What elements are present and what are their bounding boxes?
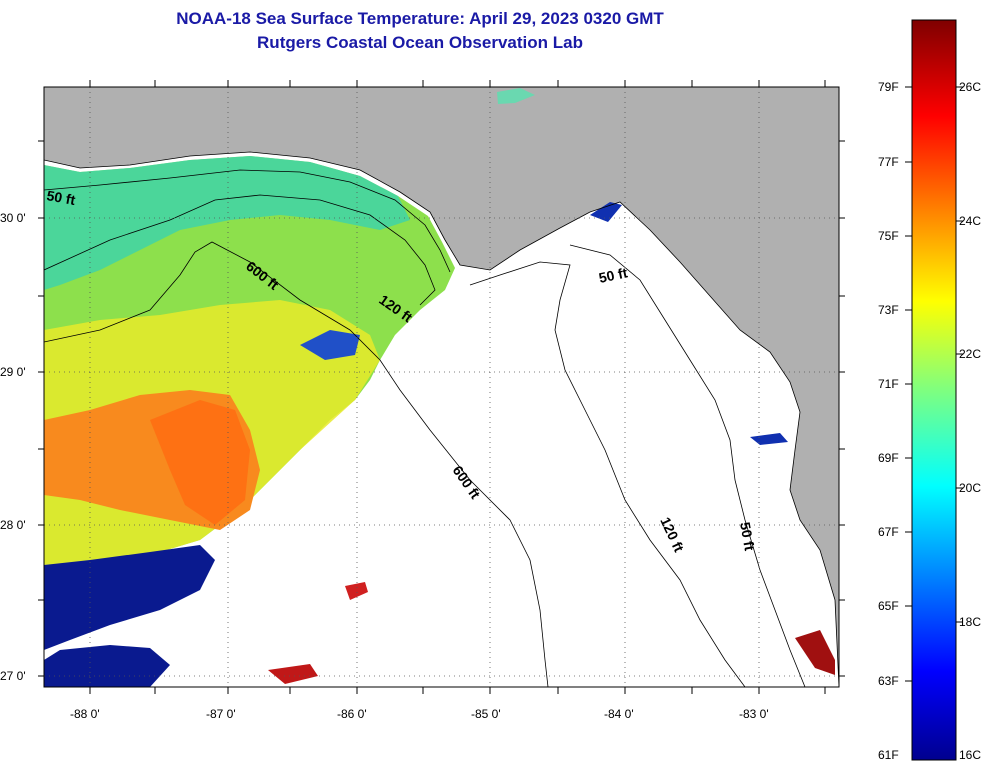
map-frame — [43, 86, 840, 688]
legend-c: 16C — [959, 748, 982, 762]
sst-warm-patch — [795, 630, 835, 675]
sst-cold-patch — [44, 545, 215, 650]
lat-label: 30 0' — [0, 211, 26, 225]
colorbar — [911, 19, 957, 761]
contour-120ft-east — [469, 261, 746, 687]
legend-c: 20C — [959, 481, 982, 495]
lat-label: 27 0' — [0, 669, 26, 683]
legend-f: 67F — [878, 525, 899, 539]
legend-c: 22C — [959, 347, 982, 361]
legend-f: 75F — [878, 229, 899, 243]
legend-f: 63F — [878, 674, 899, 688]
contour-label: 50 ft — [737, 521, 758, 552]
legend-c: 24C — [959, 214, 982, 228]
sst-orange-core-2 — [150, 400, 250, 525]
legend-c: 26C — [959, 80, 982, 94]
lon-label: -86 0' — [337, 707, 367, 721]
lon-label: -85 0' — [471, 707, 501, 721]
contour-label: 50 ft — [597, 264, 629, 286]
map-subtitle: Rutgers Coastal Ocean Observation Lab — [257, 33, 583, 52]
contour-120ft-west — [44, 194, 436, 306]
legend-c: 18C — [959, 615, 982, 629]
map-title: NOAA-18 Sea Surface Temperature: April 2… — [176, 9, 664, 28]
lat-label: 28 0' — [0, 518, 26, 532]
lon-label: -87 0' — [206, 707, 236, 721]
sst-nearshore-cool — [44, 156, 410, 290]
lon-label: -84 0' — [604, 707, 634, 721]
contour-50ft-west — [44, 169, 451, 273]
sst-cold-patch-3 — [300, 330, 360, 360]
legend-f: 77F — [878, 155, 899, 169]
legend-f: 71F — [878, 377, 899, 391]
coastline — [44, 151, 839, 687]
legend-f: 61F — [878, 748, 899, 762]
sst-cold-patch-4 — [590, 202, 622, 222]
lon-label: -83 0' — [739, 707, 769, 721]
sst-lake-patch — [497, 88, 535, 104]
sst-warm-patch-3 — [345, 582, 368, 600]
sst-warm-patch-2 — [268, 664, 318, 684]
contour-600ft — [44, 241, 549, 687]
legend-f: 79F — [878, 80, 899, 94]
legend-f: 65F — [878, 599, 899, 613]
graticule — [44, 87, 839, 687]
sst-cold-patch-5 — [750, 433, 788, 445]
lon-label: -88 0' — [70, 707, 100, 721]
legend-f: 69F — [878, 451, 899, 465]
legend-f: 73F — [878, 303, 899, 317]
contour-50ft-east — [569, 244, 806, 687]
sst-cold-patch-2 — [44, 645, 170, 687]
lat-label: 29 0' — [0, 365, 26, 379]
contour-label: 50 ft — [45, 187, 76, 208]
